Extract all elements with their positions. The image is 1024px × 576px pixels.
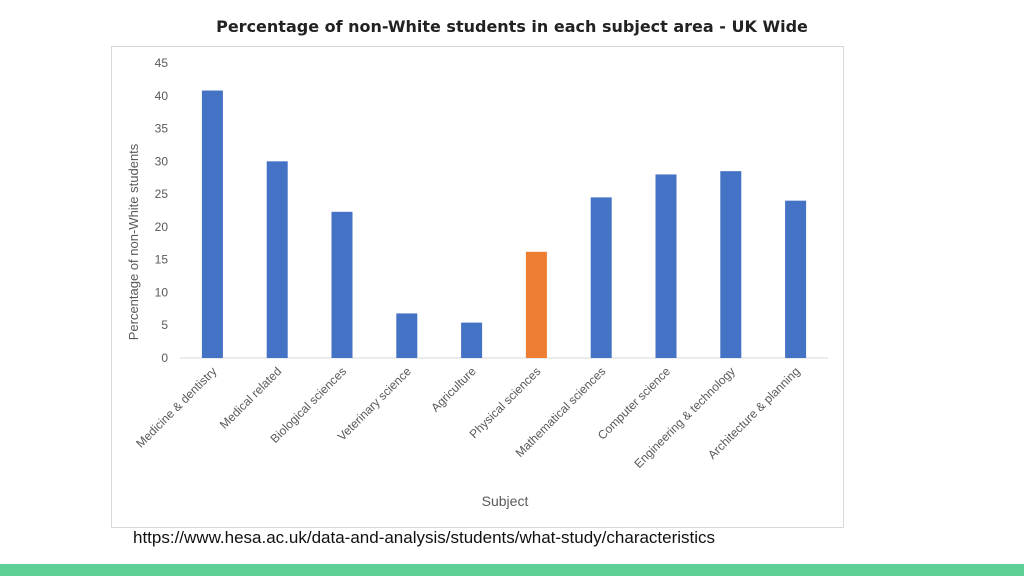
y-tick-label: 30 xyxy=(155,154,169,168)
y-axis-label: Percentage of non-White students xyxy=(126,143,141,340)
source-link[interactable]: https://www.hesa.ac.uk/data-and-analysis… xyxy=(133,528,716,547)
bottom-accent-band xyxy=(0,564,1024,576)
bar xyxy=(785,200,807,358)
y-tick-label: 20 xyxy=(155,220,169,234)
bar xyxy=(590,197,612,358)
y-tick-label: 25 xyxy=(155,187,169,201)
bar xyxy=(525,251,547,358)
x-tick-label: Medical related xyxy=(217,364,284,431)
bar xyxy=(655,174,677,358)
bar xyxy=(201,90,223,359)
y-tick-label: 5 xyxy=(161,318,168,332)
y-tick-label: 15 xyxy=(155,253,169,267)
slide-title: Percentage of non-White students in each… xyxy=(216,17,808,36)
x-tick-label: Agriculture xyxy=(428,364,479,415)
bar xyxy=(331,211,353,358)
bar xyxy=(720,171,742,358)
y-tick-label: 40 xyxy=(155,89,169,103)
chart-frame: Percentage of non-White students Subject… xyxy=(111,46,844,528)
y-tick-label: 10 xyxy=(155,285,169,299)
y-tick-label: 45 xyxy=(155,56,169,70)
bar xyxy=(461,322,483,358)
bar-chart: Percentage of non-White students Subject… xyxy=(126,56,828,509)
x-axis-label: Subject xyxy=(482,493,529,509)
x-tick-label: Medicine & dentistry xyxy=(133,364,219,450)
bar xyxy=(266,161,288,358)
y-tick-label: 35 xyxy=(155,122,169,136)
bar xyxy=(396,313,418,358)
y-tick-label: 0 xyxy=(161,351,168,365)
